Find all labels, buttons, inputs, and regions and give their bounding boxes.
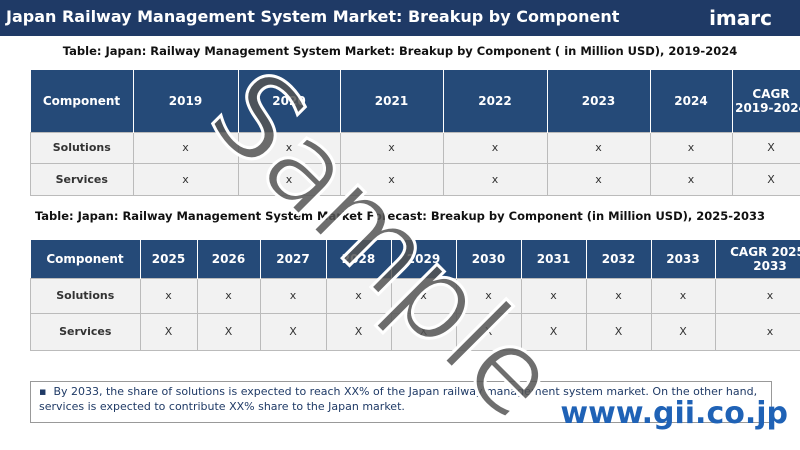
cell: x bbox=[585, 277, 652, 314]
cell: x bbox=[442, 162, 548, 196]
cell: X bbox=[259, 312, 327, 351]
column-header: Component bbox=[30, 70, 134, 132]
column-header: 2024 bbox=[650, 70, 733, 132]
cell: X bbox=[455, 312, 522, 351]
cell: X bbox=[520, 312, 587, 351]
cell: X bbox=[731, 162, 800, 196]
row: Solutions x x x x x x x x x x bbox=[30, 277, 800, 314]
cell: x bbox=[139, 277, 198, 314]
cell: x bbox=[339, 131, 444, 164]
table-title: Table: Japan: Railway Management System … bbox=[34, 209, 766, 223]
cell: x bbox=[339, 162, 444, 196]
column-header: 2019 bbox=[133, 70, 239, 132]
table: Component 2025 2026 2027 2028 2029 2030 2031 203… bbox=[30, 240, 800, 351]
column-header: 2025 bbox=[140, 240, 198, 278]
cell: x bbox=[455, 277, 522, 314]
header: Japan Railway Management System Market: … bbox=[0, 0, 800, 36]
column-header: 2021 bbox=[340, 70, 444, 132]
table-title: Table: Japan: Railway Management System … bbox=[62, 44, 738, 58]
cell: x bbox=[237, 131, 341, 164]
cell: x bbox=[325, 277, 392, 314]
cell: X bbox=[390, 312, 457, 351]
row-label: Services bbox=[30, 162, 134, 196]
row-label: Solutions bbox=[30, 131, 134, 164]
table: Component 2019 2020 2021 2022 2023 2024 CAGR 20… bbox=[30, 70, 800, 196]
cell: x bbox=[259, 277, 327, 314]
cell: x bbox=[714, 277, 800, 314]
column-header: 2026 bbox=[197, 240, 261, 278]
cell: x bbox=[650, 277, 716, 314]
cell: x bbox=[237, 162, 341, 196]
header-row: Component 2025 2026 2027 2028 2029 2030 2031 203… bbox=[30, 240, 800, 278]
cell: X bbox=[325, 312, 392, 351]
column-header: 2022 bbox=[443, 70, 548, 132]
column-header: 2033 bbox=[651, 240, 716, 278]
cell: X bbox=[196, 312, 261, 351]
column-header: 2027 bbox=[260, 240, 327, 278]
cell: X bbox=[139, 312, 198, 351]
column-header: CAGR 2019-2024 bbox=[732, 70, 800, 132]
note: ▪ By 2033, the share of solutions is exp… bbox=[30, 381, 772, 423]
cell: x bbox=[546, 131, 651, 164]
cell: X bbox=[731, 131, 800, 164]
logo: imarc bbox=[709, 6, 772, 30]
cell: X bbox=[650, 312, 716, 351]
row: Services x x x x x x X bbox=[30, 162, 800, 196]
column-header: 2023 bbox=[547, 70, 651, 132]
column-header: Component bbox=[30, 240, 141, 278]
cell: x bbox=[546, 162, 651, 196]
cell: x bbox=[714, 312, 800, 351]
cell: x bbox=[132, 131, 239, 164]
cell: x bbox=[196, 277, 261, 314]
column-header: 2020 bbox=[238, 70, 341, 132]
cell: x bbox=[442, 131, 548, 164]
column-header: 2029 bbox=[391, 240, 457, 278]
site-watermark: www.gii.co.jp bbox=[560, 396, 788, 431]
cell: X bbox=[585, 312, 652, 351]
header-title: Japan Railway Management System Market: … bbox=[6, 7, 620, 26]
note-text: By 2033, the share of solutions is expec… bbox=[39, 385, 758, 413]
column-header: 2032 bbox=[586, 240, 652, 278]
cell: x bbox=[520, 277, 587, 314]
cell: x bbox=[649, 162, 733, 196]
header-row: Component 2019 2020 2021 2022 2023 2024 CAGR 20… bbox=[30, 70, 800, 132]
column-header: 2030 bbox=[456, 240, 522, 278]
row-label: Solutions bbox=[30, 277, 141, 314]
column-header: 2031 bbox=[521, 240, 587, 278]
column-header: 2028 bbox=[326, 240, 392, 278]
cell: x bbox=[390, 277, 457, 314]
cell: x bbox=[649, 131, 733, 164]
cell: x bbox=[132, 162, 239, 196]
row-label: Services bbox=[30, 312, 141, 351]
row: Solutions x x x x x x X bbox=[30, 131, 800, 164]
column-header: CAGR 2025-2033 bbox=[715, 240, 800, 278]
